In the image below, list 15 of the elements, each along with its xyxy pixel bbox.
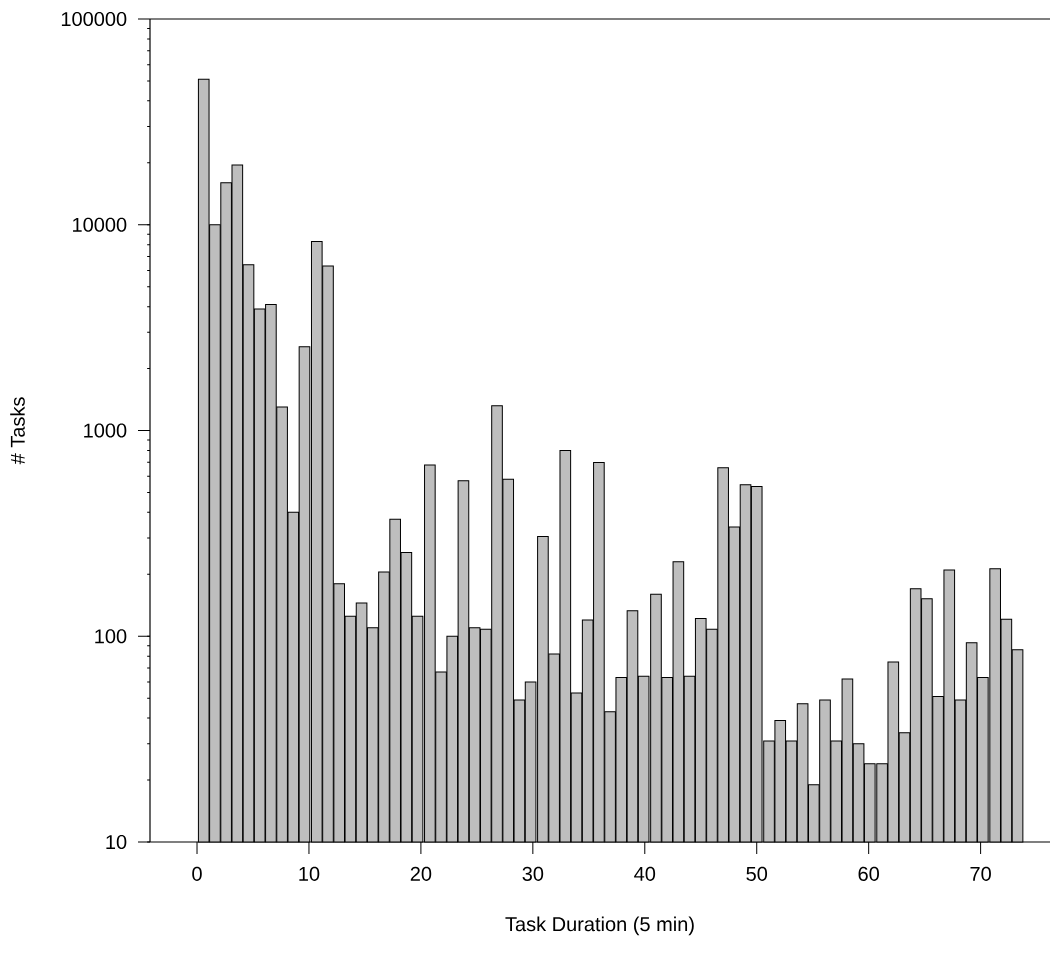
x-tick-label: 50: [746, 866, 768, 881]
x-tick-label: 10: [299, 866, 320, 881]
y-tick-label: 1000: [84, 423, 127, 438]
x-tick-label: 60: [858, 866, 879, 881]
x-axis-title: Task Duration (5 min): [505, 916, 694, 936]
y-axis-title: # Tasks: [10, 397, 25, 465]
y-tick-label: 10: [106, 834, 127, 850]
x-tick-label: 70: [970, 866, 991, 881]
x-tick-label: 20: [410, 866, 432, 881]
x-tick-label: 0: [192, 866, 202, 881]
y-tick-label: 100000: [61, 11, 127, 27]
y-tick-label: 10000: [73, 217, 127, 232]
y-tick-label: 100: [95, 629, 127, 644]
x-tick-label: 40: [634, 866, 656, 881]
x-tick-label: 30: [522, 866, 544, 881]
